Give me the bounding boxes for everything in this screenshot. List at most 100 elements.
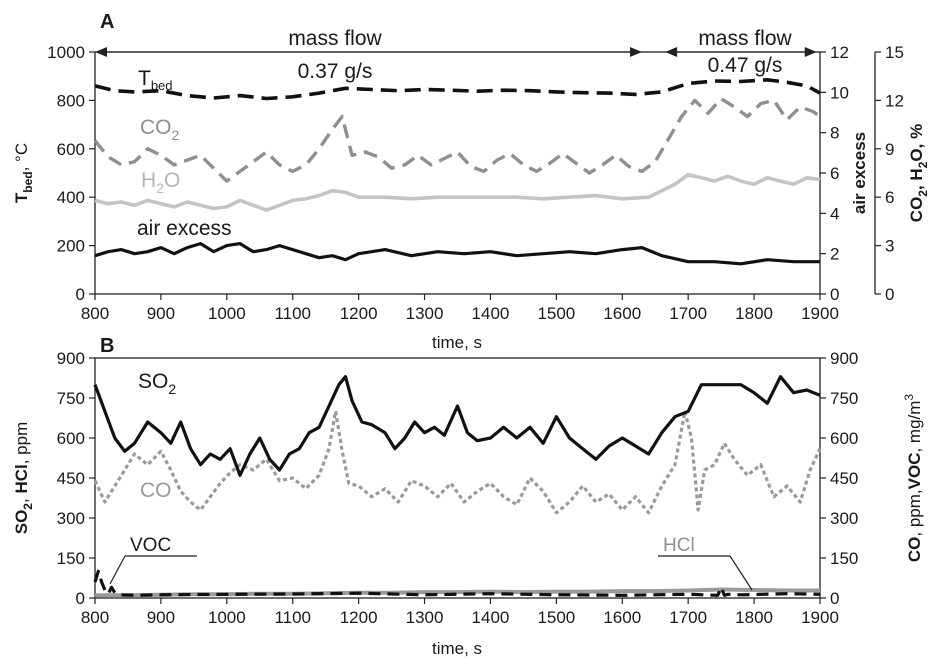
mass-flow-2-arrowhead-left <box>665 47 678 57</box>
panel-b-frame <box>94 357 821 599</box>
series-hcl <box>95 587 820 598</box>
x-tick-label: 800 <box>81 304 109 323</box>
x-tick-label: 1500 <box>537 304 575 323</box>
panel-a-right-axis-label-co2: CO2, H2O, % <box>907 124 930 222</box>
x-tick-label: 900 <box>147 304 175 323</box>
y-tick-label: 750 <box>830 389 858 408</box>
mass-flow-1-label: mass flow <box>288 27 382 50</box>
series-so2 <box>93 375 821 477</box>
y-tick-label: 0 <box>76 589 85 608</box>
mass-flow-1-value: 0.37 g/s <box>298 60 373 83</box>
y-tick-label: 600 <box>830 429 858 448</box>
panel-letter-a: A <box>100 11 114 33</box>
y-tick-label: 900 <box>57 349 85 368</box>
y-tick-label: 15 <box>885 43 904 62</box>
co-series-label: CO <box>140 479 172 502</box>
y-tick-label: 200 <box>57 237 85 256</box>
panel-b-right-axis-label: CO, ppm,VOC, mg/m3 <box>902 394 924 563</box>
x-tick-label: 900 <box>147 608 175 627</box>
x-tick-label: 800 <box>81 608 109 627</box>
series-h2o <box>94 172 821 212</box>
mass-flow-annotation-1: mass flow 0.37 g/s <box>95 27 643 83</box>
panel-a-right-axis-air: 0 2 4 6 8 10 12 <box>820 43 849 304</box>
y-tick-label: 450 <box>830 469 858 488</box>
x-tick-label: 1600 <box>603 608 641 627</box>
hcl-label-leader <box>729 555 753 591</box>
y-tick-label: 8 <box>830 124 839 143</box>
tbed-series-label-sub: bed <box>151 78 173 93</box>
series-co <box>93 409 822 515</box>
x-tick-label: 1100 <box>274 304 311 323</box>
voc-label-leader <box>109 555 126 585</box>
panel-a: A 0 200 400 600 800 1000 0 2 4 6 8 10 12 0 3 6 9 12 15 8… <box>12 11 930 352</box>
y-tick-label: 300 <box>830 509 858 528</box>
panel-b-x-axis: 800 900 1000 1100 1200 1300 1400 1500 1600 1700 18… <box>81 598 839 627</box>
y-tick-label: 600 <box>57 140 85 159</box>
panel-b-right-axis: 0 150 300 450 600 750 900 <box>820 349 858 608</box>
tbed-series-label: Tbed <box>138 67 173 93</box>
x-tick-label: 1800 <box>735 608 773 627</box>
x-tick-label: 1900 <box>801 304 839 323</box>
y-tick-label: 0 <box>76 285 85 304</box>
y-tick-label: 3 <box>885 237 894 256</box>
series-air-excess <box>94 242 820 266</box>
x-tick-label: 1300 <box>406 608 444 627</box>
mass-flow-2-value: 0.47 g/s <box>708 54 783 77</box>
y-tick-label: 150 <box>830 549 858 568</box>
mass-flow-1-arrowhead-right <box>630 47 643 57</box>
x-tick-label: 1600 <box>603 304 641 323</box>
x-tick-label: 1000 <box>208 608 246 627</box>
panel-a-series <box>93 78 821 266</box>
y-tick-label: 10 <box>830 83 849 102</box>
y-tick-label: 750 <box>57 389 85 408</box>
panel-b-left-axis-label: SO2, HCl, ppm <box>12 422 35 535</box>
panel-a-right-axis-label-air: air excess <box>850 132 869 214</box>
y-tick-label: 2 <box>830 245 839 264</box>
voc-series-label: VOC <box>130 535 171 556</box>
x-tick-label: 1400 <box>472 608 510 627</box>
y-tick-label: 4 <box>830 204 839 223</box>
panel-a-left-axis-label: Tbed, °C <box>12 143 35 203</box>
mass-flow-1-arrowhead-left <box>95 47 107 57</box>
x-tick-label: 1200 <box>340 608 378 627</box>
y-tick-label: 400 <box>57 188 85 207</box>
y-tick-label: 800 <box>57 91 85 110</box>
panel-a-frame <box>94 51 821 295</box>
h2o-series-label-end: O <box>164 169 180 192</box>
x-tick-label: 1100 <box>274 608 311 627</box>
mass-flow-2-arrowhead-right <box>804 47 817 57</box>
series-voc <box>93 569 821 597</box>
x-tick-label: 1000 <box>208 304 246 323</box>
panel-letter-b: B <box>100 335 114 357</box>
panel-b-left-axis: 0 150 300 450 600 750 900 <box>57 349 95 608</box>
y-tick-label: 12 <box>885 91 904 110</box>
so2-series-label: SO2 <box>138 370 176 397</box>
x-tick-label: 1400 <box>472 304 510 323</box>
panel-b-series <box>93 375 822 598</box>
panel-b: B 0 150 300 450 600 750 900 0 150 300 450 600 750 90… <box>12 335 924 658</box>
co2-series-label: CO2 <box>140 116 180 143</box>
panel-a-x-axis: 800 900 1000 1100 1200 1300 1400 1500 1600 1700 18… <box>81 294 839 323</box>
x-tick-label: 1500 <box>537 608 575 627</box>
h2o-series-label-main: H <box>141 169 156 192</box>
y-tick-label: 0 <box>885 285 894 304</box>
x-tick-label: 1900 <box>801 608 839 627</box>
panel-a-right-axis-co2: 0 3 6 9 12 15 <box>875 43 904 304</box>
panel-a-left-axis: 0 200 400 600 800 1000 <box>47 43 95 304</box>
x-tick-label: 1200 <box>340 304 378 323</box>
y-tick-label: 9 <box>885 140 894 159</box>
y-tick-label: 600 <box>57 429 85 448</box>
y-tick-label: 12 <box>830 43 849 62</box>
x-tick-label: 1700 <box>669 304 707 323</box>
co2-series-label-sub: 2 <box>172 127 180 143</box>
panel-a-x-axis-label: time, s <box>432 333 482 352</box>
mass-flow-annotation-2: mass flow 0.47 g/s <box>665 27 817 77</box>
panel-b-x-axis-label: time, s <box>432 639 482 658</box>
h2o-series-label-sub: 2 <box>156 180 164 196</box>
y-tick-label: 0 <box>830 285 839 304</box>
x-tick-label: 1800 <box>735 304 773 323</box>
x-tick-label: 1300 <box>406 304 444 323</box>
hcl-series-label: HCl <box>663 535 695 556</box>
y-tick-label: 6 <box>830 164 839 183</box>
